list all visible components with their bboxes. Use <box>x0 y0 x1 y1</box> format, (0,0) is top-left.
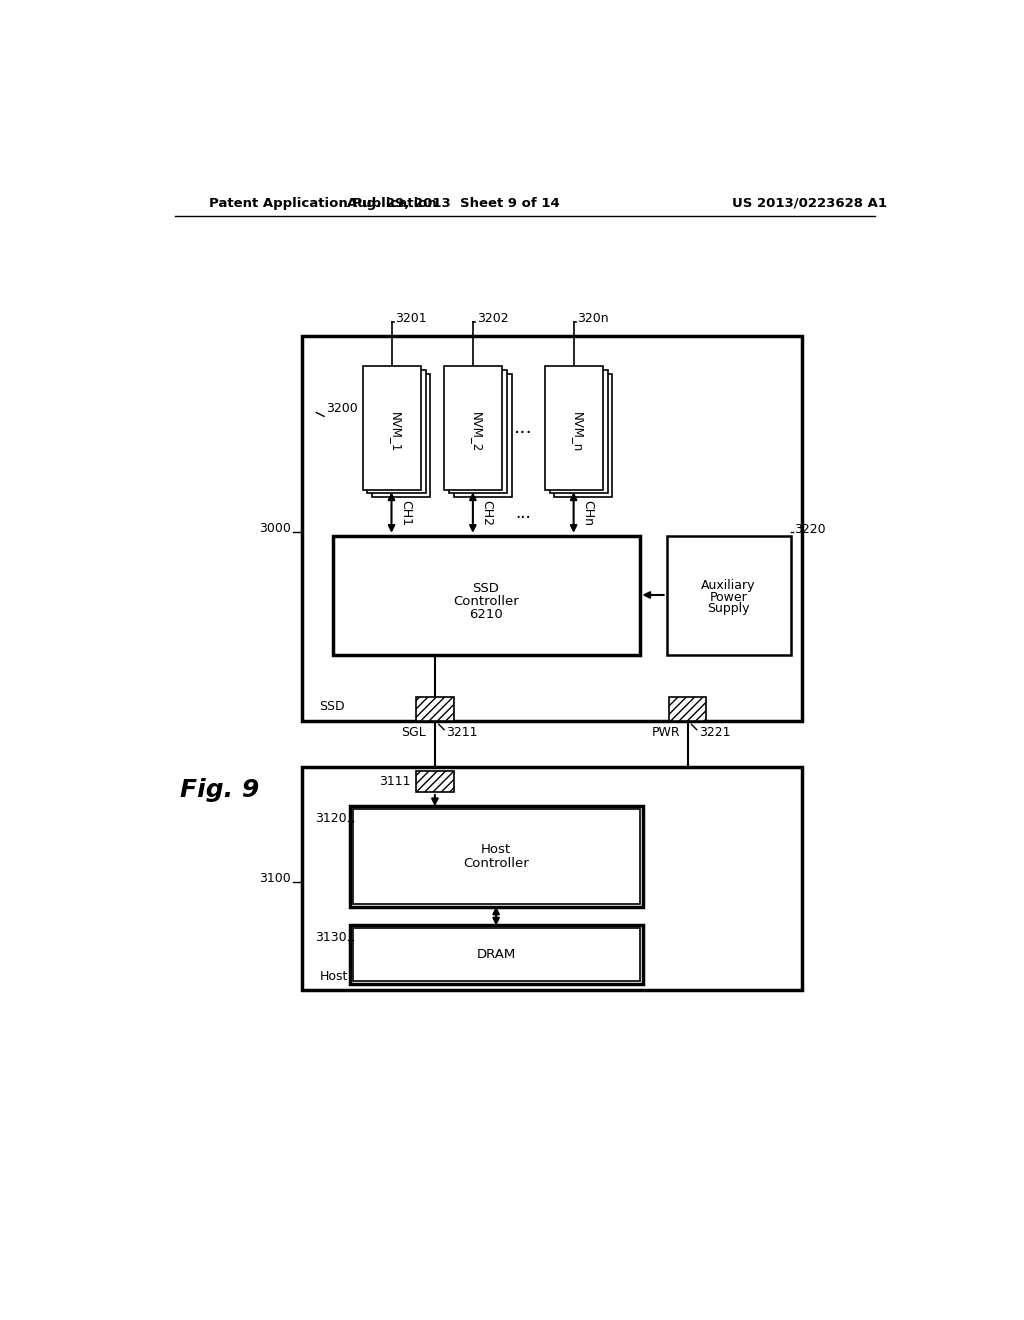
Text: Power: Power <box>710 591 748 603</box>
Bar <box>550 370 607 494</box>
Bar <box>667 536 791 655</box>
Bar <box>417 697 454 721</box>
Text: CH1: CH1 <box>399 499 412 525</box>
Text: 3202: 3202 <box>477 312 508 325</box>
Bar <box>449 370 507 494</box>
Text: SSD: SSD <box>473 582 500 595</box>
Text: 3221: 3221 <box>699 726 731 739</box>
Text: NVM_n: NVM_n <box>571 412 584 451</box>
Text: 3220: 3220 <box>795 523 826 536</box>
Bar <box>362 366 421 490</box>
Bar <box>454 374 512 498</box>
Text: Controller: Controller <box>463 857 529 870</box>
Text: 3211: 3211 <box>446 726 478 739</box>
Text: 3200: 3200 <box>326 403 357 416</box>
Text: 3130: 3130 <box>315 931 346 944</box>
Text: 3000: 3000 <box>259 521 291 535</box>
Bar <box>545 366 603 490</box>
Text: 3111: 3111 <box>379 775 410 788</box>
Text: NVM_2: NVM_2 <box>470 412 483 451</box>
Bar <box>349 925 643 983</box>
Text: SGL: SGL <box>400 726 426 739</box>
Text: PWR: PWR <box>651 726 680 739</box>
Text: Aug. 29, 2013  Sheet 9 of 14: Aug. 29, 2013 Sheet 9 of 14 <box>347 197 560 210</box>
Text: 3120: 3120 <box>315 812 346 825</box>
Bar <box>349 807 643 907</box>
Text: SSD: SSD <box>319 700 345 713</box>
Bar <box>352 928 640 981</box>
Text: NVM_1: NVM_1 <box>389 412 401 451</box>
Text: Auxiliary: Auxiliary <box>701 579 756 593</box>
Text: 3201: 3201 <box>395 312 427 325</box>
Bar <box>302 335 802 721</box>
Bar <box>334 536 640 655</box>
Text: US 2013/0223628 A1: US 2013/0223628 A1 <box>732 197 888 210</box>
Text: Patent Application Publication: Patent Application Publication <box>209 197 437 210</box>
Bar <box>417 771 454 792</box>
Text: ...: ... <box>515 504 531 521</box>
Bar <box>352 809 640 904</box>
Text: 320n: 320n <box>578 312 609 325</box>
Bar <box>554 374 612 498</box>
Text: 6210: 6210 <box>469 607 503 620</box>
Text: CH2: CH2 <box>480 499 494 525</box>
Text: CHn: CHn <box>581 499 594 525</box>
Bar <box>368 370 426 494</box>
Text: 3100: 3100 <box>259 871 291 884</box>
Text: ...: ... <box>514 418 532 437</box>
Text: DRAM: DRAM <box>476 948 516 961</box>
Bar <box>444 366 503 490</box>
Text: Host: Host <box>481 843 511 857</box>
Bar <box>302 767 802 990</box>
Text: Supply: Supply <box>708 602 750 615</box>
Bar <box>669 697 707 721</box>
Text: Controller: Controller <box>454 594 519 607</box>
Text: Fig. 9: Fig. 9 <box>180 777 259 801</box>
Text: Host: Host <box>319 970 348 982</box>
Bar <box>372 374 430 498</box>
